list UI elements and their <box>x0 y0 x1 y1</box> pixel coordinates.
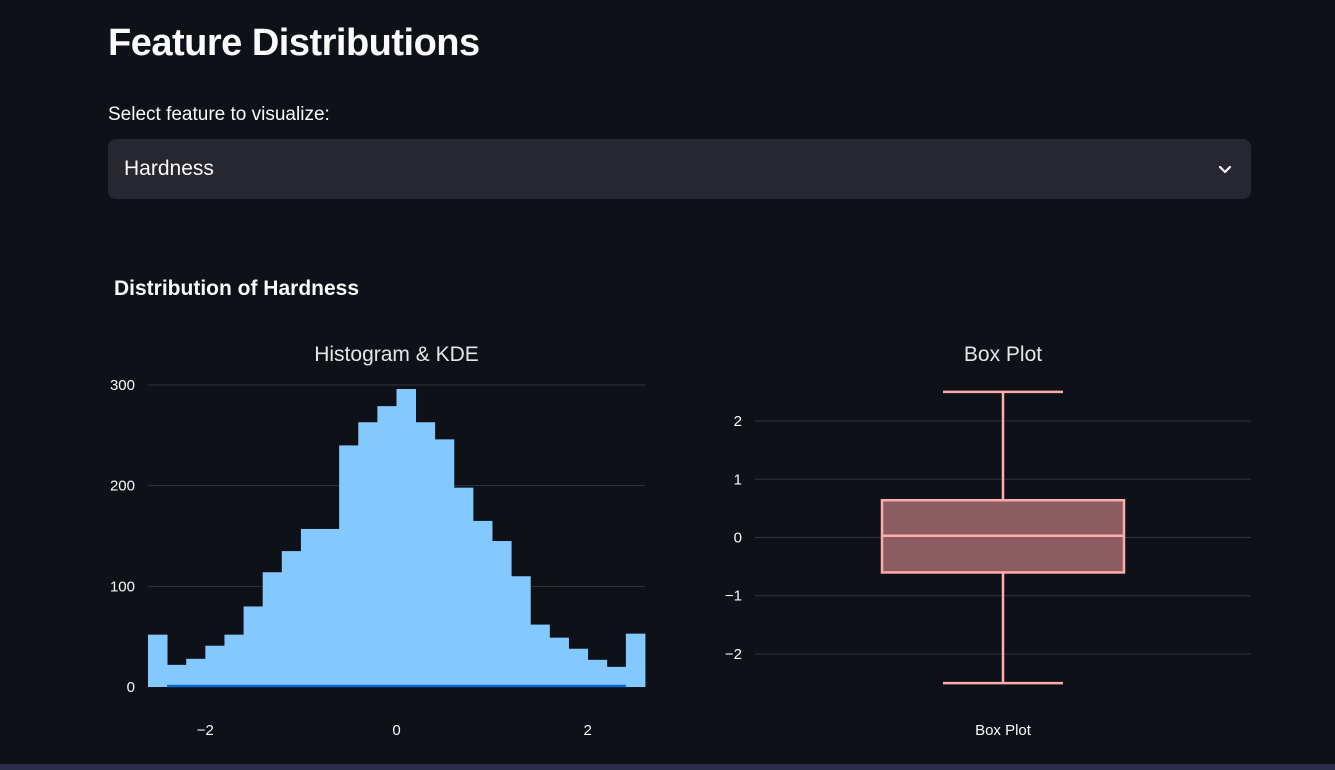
histogram-bar <box>224 634 244 687</box>
y-tick-label: 1 <box>734 471 742 488</box>
histogram-bar <box>415 422 436 687</box>
histogram-bar <box>530 624 550 687</box>
histogram-bar <box>511 576 531 687</box>
histogram-bar <box>377 406 397 687</box>
select-label: Select feature to visualize: <box>108 104 330 125</box>
page-title: Feature Distributions <box>108 22 480 64</box>
histogram-bar <box>625 633 646 687</box>
x-category-label: Box Plot <box>975 722 1032 739</box>
histogram-bar <box>148 634 168 687</box>
histogram-bar <box>472 520 493 687</box>
y-tick-label: 0 <box>127 679 135 696</box>
histogram-bar <box>358 422 378 687</box>
histogram-bar <box>549 637 569 687</box>
y-tick-label: 200 <box>110 478 135 495</box>
histogram-bar <box>262 572 283 687</box>
histogram-bar <box>186 658 206 687</box>
histogram-bar <box>243 606 264 687</box>
histogram-bar <box>587 659 608 687</box>
histogram-bar <box>320 528 340 687</box>
bottom-bar <box>0 764 1335 770</box>
y-tick-label: −1 <box>725 588 742 605</box>
y-tick-label: 300 <box>110 377 135 394</box>
histogram-bar <box>205 645 225 687</box>
histogram-bar <box>606 666 627 687</box>
y-tick-label: 0 <box>734 530 742 547</box>
feature-select-value: Hardness <box>124 157 214 180</box>
histogram-bar <box>568 648 589 687</box>
section-title: Distribution of Hardness <box>114 277 360 300</box>
histogram-bar <box>281 551 302 687</box>
histogram-bar <box>453 487 474 687</box>
histogram-bar <box>167 664 187 687</box>
histogram-bar <box>300 528 321 687</box>
histogram-bar <box>396 389 417 687</box>
y-tick-label: −2 <box>725 646 742 663</box>
boxplot-chart: −2 −1 0 1 2 Box Plot <box>725 390 1251 739</box>
histogram-bar <box>434 439 455 687</box>
y-tick-label: 100 <box>110 578 135 595</box>
x-tick-label: −2 <box>197 722 214 739</box>
feature-select[interactable]: Hardness <box>108 139 1251 199</box>
chevron-down-icon[interactable] <box>1215 159 1235 179</box>
boxplot-title: Box Plot <box>963 343 1043 366</box>
histogram-title: Histogram & KDE <box>314 343 479 366</box>
histogram-bar <box>339 445 359 687</box>
histogram-chart: 0 100 200 300 −2 0 2 <box>110 377 646 739</box>
x-tick-label: 2 <box>583 722 591 739</box>
y-tick-label: 2 <box>734 413 742 430</box>
histogram-bar <box>492 541 512 687</box>
x-tick-label: 0 <box>392 722 400 739</box>
